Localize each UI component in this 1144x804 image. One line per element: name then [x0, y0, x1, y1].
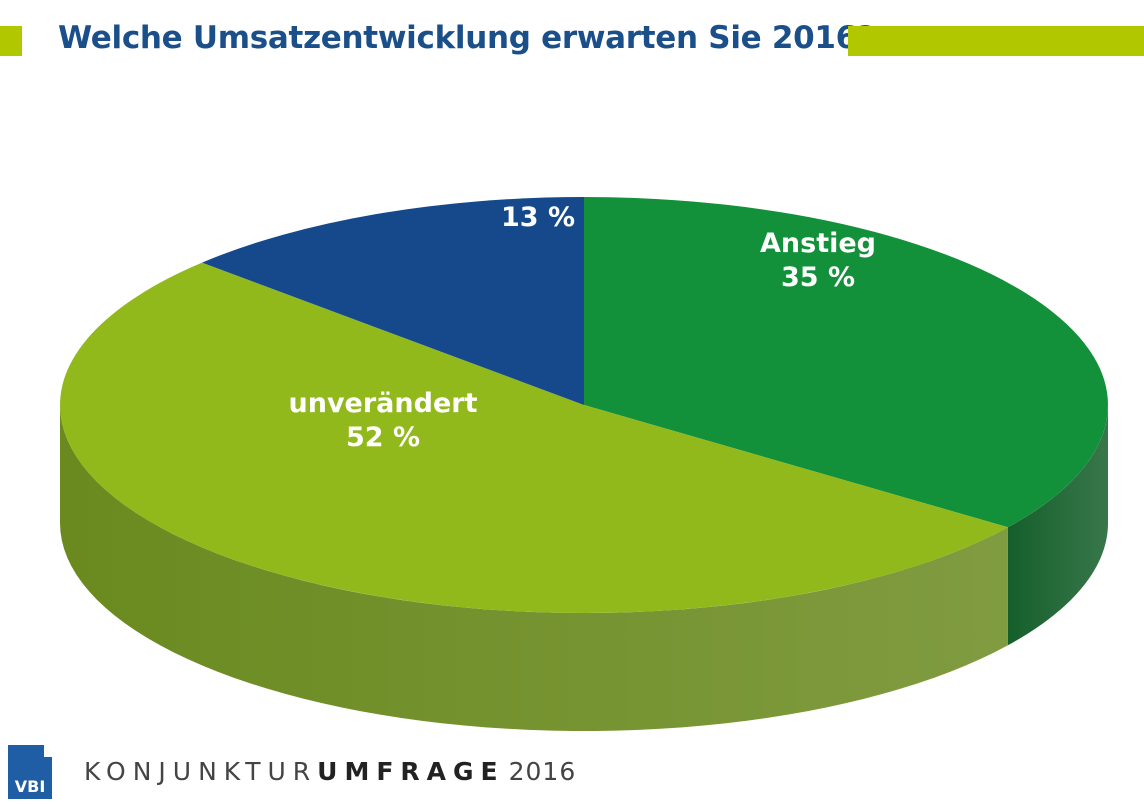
- title-accent-bar-left: [0, 26, 22, 56]
- pie-side-1: [60, 405, 1008, 731]
- pie-slice-1: [60, 262, 1008, 613]
- logo-accent: [44, 745, 52, 757]
- pie-slice-2: [202, 197, 584, 405]
- footer-caption: KONJUNKTURUMFRAGE 2016: [84, 757, 576, 786]
- slice-value-label-1: 52 %: [346, 422, 420, 453]
- footer-part-konjunktur: KONJUNKTUR: [84, 757, 318, 786]
- footer-year: 2016: [508, 757, 577, 786]
- slice-category-label-1: unverändert: [289, 388, 478, 419]
- logo-text: VBI: [14, 777, 46, 796]
- slice-category-label-2: keine Antworten: [323, 168, 575, 199]
- slice-category-label-2: Rückgang und: [358, 134, 575, 165]
- footer-part-umfrage: UMFRAGE: [317, 757, 505, 786]
- pie-slice-0: [584, 197, 1108, 528]
- slice-value-label-0: 35 %: [781, 262, 855, 293]
- slice-value-label-2: 13 %: [501, 202, 575, 233]
- slice-category-label-0: Anstieg: [760, 228, 876, 259]
- title-accent-bar-right: [848, 26, 1144, 56]
- chart-title: Welche Umsatzentwicklung erwarten Sie 20…: [58, 20, 875, 56]
- pie-side-0: [1007, 405, 1108, 646]
- vbi-logo: VBI: [8, 745, 52, 799]
